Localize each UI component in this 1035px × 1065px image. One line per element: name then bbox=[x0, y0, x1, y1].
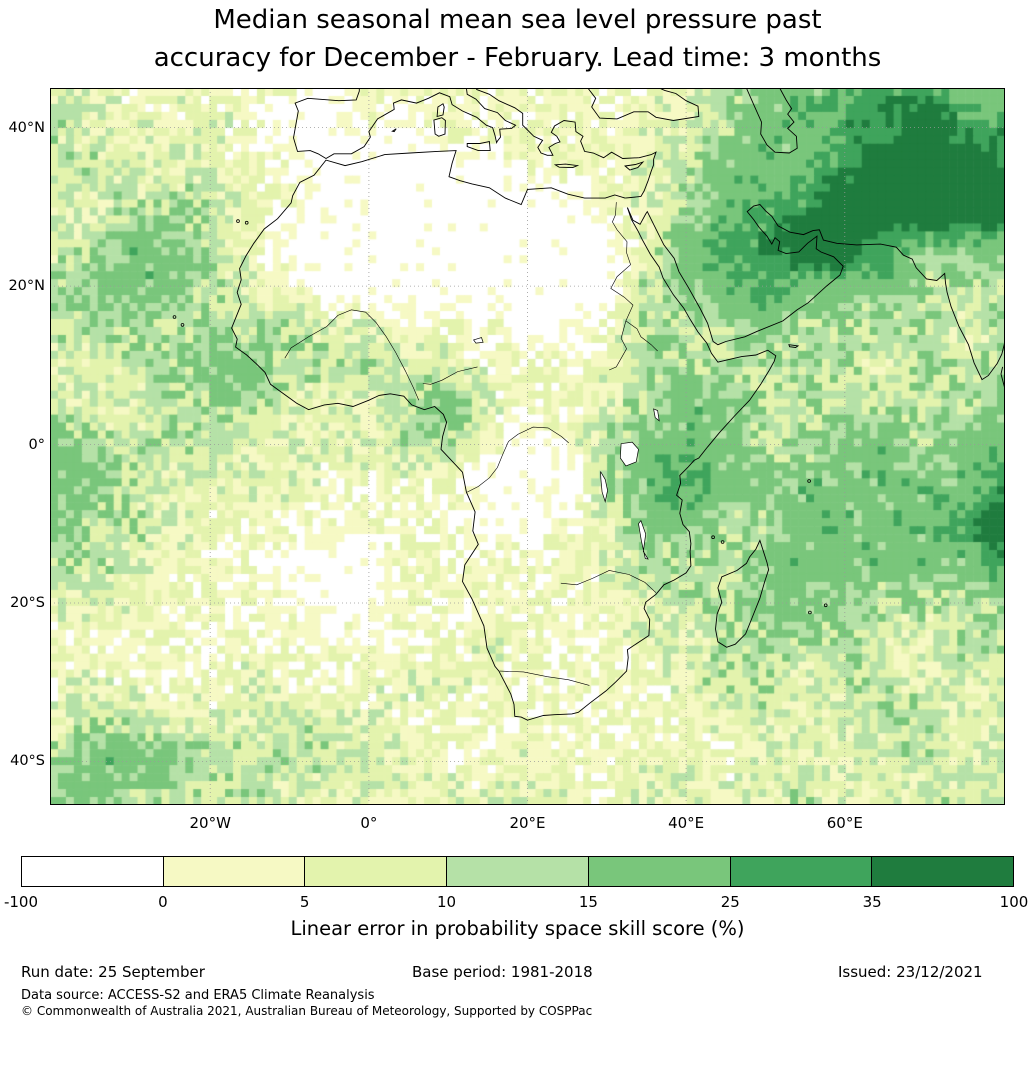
colorbar-tick-label: -100 bbox=[3, 893, 39, 911]
footer-issued: Issued: 23/12/2021 bbox=[838, 963, 983, 981]
lat-tick-label: 0° bbox=[28, 436, 45, 453]
colorbar-tick-label: 10 bbox=[437, 893, 457, 911]
colorbar-segment bbox=[163, 857, 306, 886]
colorbar-tick-label: 25 bbox=[720, 893, 740, 911]
colorbar-segment bbox=[305, 857, 448, 886]
title-line-2: accuracy for December - February. Lead t… bbox=[153, 43, 882, 73]
lat-tick-label: 20°N bbox=[8, 278, 45, 295]
colorbar-segment bbox=[447, 857, 589, 886]
map-panel bbox=[50, 88, 1005, 805]
figure-title: Median seasonal mean sea level pressure … bbox=[0, 1, 1035, 77]
lon-tick-label: 40°E bbox=[668, 814, 705, 832]
lat-tick-label: 20°S bbox=[10, 594, 45, 611]
map-overlay-svg bbox=[50, 88, 1005, 805]
colorbar-tick-label: 5 bbox=[299, 893, 310, 911]
lat-tick-label: 40°S bbox=[10, 753, 45, 770]
footer-data-source: Data source: ACCESS-S2 and ERA5 Climate … bbox=[21, 988, 375, 1003]
footer-base-period: Base period: 1981-2018 bbox=[412, 963, 593, 981]
colorbar-tick-label: 100 bbox=[999, 893, 1029, 911]
colorbar-segment bbox=[588, 857, 731, 886]
colorbar bbox=[21, 856, 1014, 887]
colorbar-tick-label: 35 bbox=[862, 893, 882, 911]
lon-tick-label: 60°E bbox=[826, 814, 863, 832]
footer-copyright: © Commonwealth of Australia 2021, Austra… bbox=[21, 1004, 593, 1018]
colorbar-segment bbox=[730, 857, 873, 886]
colorbar-tick-label: 0 bbox=[158, 893, 168, 911]
title-line-1: Median seasonal mean sea level pressure … bbox=[213, 5, 822, 35]
colorbar-tick-label: 15 bbox=[578, 893, 598, 911]
lon-tick-label: 20°E bbox=[509, 814, 546, 832]
footer-run-date: Run date: 25 September bbox=[21, 963, 205, 981]
skill-heatmap-canvas bbox=[50, 88, 1005, 805]
colorbar-segment bbox=[872, 857, 1014, 886]
lon-tick-label: 0° bbox=[360, 814, 378, 832]
lon-tick-label: 20°W bbox=[189, 814, 231, 832]
colorbar-segment bbox=[22, 857, 164, 886]
lat-tick-label: 40°N bbox=[8, 119, 45, 136]
colorbar-label: Linear error in probability space skill … bbox=[290, 917, 745, 940]
